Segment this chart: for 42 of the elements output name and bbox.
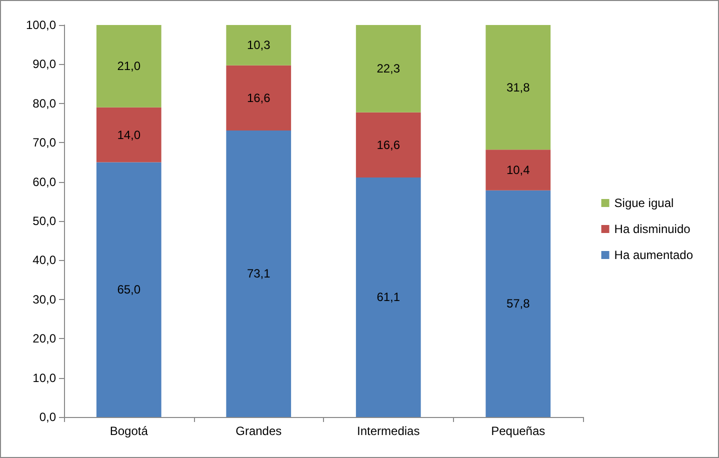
bar bbox=[226, 65, 292, 130]
data-label: 16,6 bbox=[246, 90, 271, 105]
bar bbox=[486, 25, 551, 150]
y-tick-label: 10,0 bbox=[32, 370, 56, 385]
y-tick-label: 90,0 bbox=[32, 57, 56, 72]
y-tick-label: 50,0 bbox=[32, 214, 56, 228]
data-label: 10,4 bbox=[506, 163, 530, 178]
bar bbox=[486, 150, 551, 190]
data-label: 57,8 bbox=[506, 296, 530, 311]
data-label: 73,1 bbox=[246, 266, 271, 281]
y-tick-label: 40,0 bbox=[32, 253, 56, 268]
legend-label: Sigue igual bbox=[614, 196, 674, 210]
y-tick-label: 20,0 bbox=[32, 332, 56, 346]
data-label: 21,0 bbox=[117, 59, 141, 74]
x-tick-label: Pequeñas bbox=[491, 424, 546, 438]
data-label: 14,0 bbox=[117, 128, 141, 142]
y-tick-label: 30,0 bbox=[32, 292, 56, 306]
bar bbox=[96, 162, 162, 417]
y-tick-label: 0,0 bbox=[39, 410, 56, 424]
bar bbox=[356, 177, 421, 417]
data-label: 61,1 bbox=[376, 290, 400, 304]
x-tick-label: Intermedias bbox=[357, 424, 420, 438]
bar bbox=[96, 25, 162, 108]
legend-label: Ha disminuido bbox=[614, 222, 691, 236]
x-tick-label: Bogotá bbox=[110, 424, 148, 438]
y-tick-label: 80,0 bbox=[32, 96, 56, 110]
bar bbox=[356, 112, 421, 178]
y-tick-label: 60,0 bbox=[32, 174, 56, 189]
bar bbox=[226, 25, 292, 66]
bar bbox=[96, 107, 162, 162]
data-label: 65,0 bbox=[117, 282, 141, 297]
bar bbox=[356, 25, 421, 112]
y-tick-label: 100,0 bbox=[26, 18, 56, 32]
bar bbox=[486, 190, 551, 417]
legend-label: Ha aumentado bbox=[614, 248, 694, 262]
y-tick-label: 70,0 bbox=[32, 136, 56, 150]
data-label: 10,3 bbox=[246, 38, 271, 52]
data-label: 22,3 bbox=[376, 62, 400, 76]
x-tick-label: Grandes bbox=[236, 424, 282, 438]
data-label: 31,8 bbox=[506, 80, 530, 94]
bar bbox=[226, 130, 292, 417]
data-label: 16,6 bbox=[376, 138, 400, 152]
